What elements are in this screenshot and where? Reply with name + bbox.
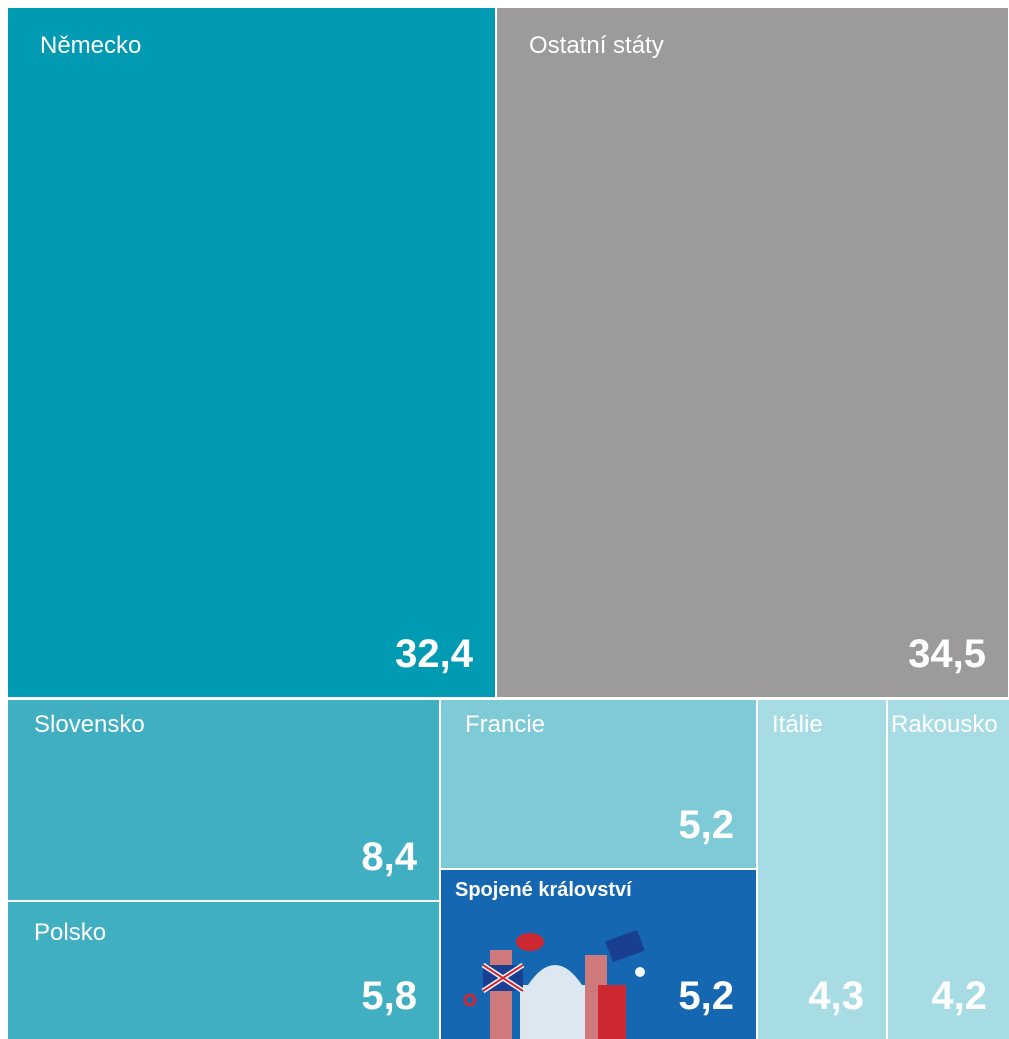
value-label: 5,2	[678, 803, 734, 847]
london-illustration	[463, 929, 645, 1039]
tile-label: Německo	[40, 32, 141, 59]
value-label: 4,2	[931, 974, 987, 1018]
hat	[516, 933, 544, 951]
value-label: 5,2	[678, 974, 734, 1018]
tile	[497, 8, 1008, 697]
tile	[888, 700, 1009, 1039]
tile-label: Ostatní státy	[529, 32, 664, 59]
dome	[528, 965, 582, 985]
tile-label: Spojené království	[455, 879, 633, 901]
tile	[8, 8, 495, 697]
tile	[8, 902, 439, 1039]
phone-box	[598, 985, 626, 1039]
tile	[758, 700, 886, 1039]
building	[520, 985, 590, 1039]
flag-cross	[482, 964, 524, 992]
tile	[8, 700, 439, 900]
flag	[605, 929, 645, 963]
value-label: 34,5	[908, 632, 986, 676]
value-label: 5,8	[361, 974, 417, 1018]
value-label: 8,4	[361, 835, 417, 879]
dot	[635, 967, 645, 977]
tile-label: Rakousko	[891, 711, 998, 738]
value-label: 32,4	[395, 632, 474, 676]
tile-label: Polsko	[34, 919, 106, 946]
tile-label: Francie	[465, 711, 545, 738]
tile-label: Itálie	[772, 711, 823, 738]
tile	[441, 700, 756, 868]
tiles: Německo Ostatní státy Slovensko Polsko Franc…	[8, 8, 1009, 1039]
tower	[490, 950, 512, 1039]
value-label: 4,3	[808, 974, 864, 1018]
dot	[463, 993, 477, 1007]
tile-label: Slovensko	[34, 711, 145, 738]
